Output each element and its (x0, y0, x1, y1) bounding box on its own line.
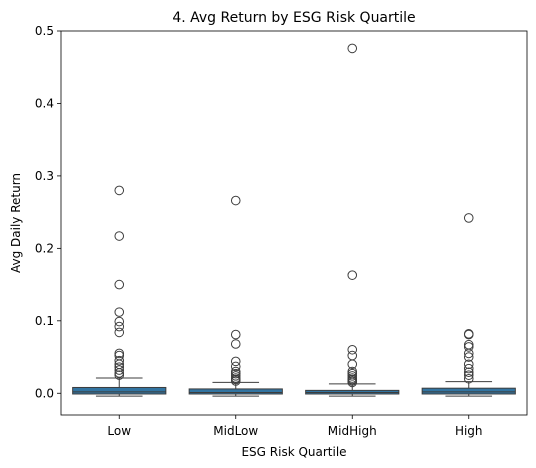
outlier-point (347, 270, 358, 280)
outlier-point (463, 213, 474, 223)
outlier-point (347, 43, 358, 54)
outlier-point (114, 231, 125, 241)
outlier-point (230, 368, 241, 379)
outlier-point (463, 373, 474, 384)
outlier-point (114, 368, 125, 378)
outlier-point (230, 366, 241, 377)
outlier-point (463, 370, 474, 380)
box-low (72, 185, 167, 397)
outlier-point (114, 348, 125, 359)
outlier-point (463, 359, 474, 370)
outlier-point (347, 366, 358, 377)
iqr-box (421, 387, 516, 395)
plot-area (60, 30, 528, 416)
y-tick-label: 0.1 (35, 314, 54, 328)
y-tick-label: 0.5 (35, 24, 54, 38)
outlier-point (114, 350, 125, 361)
iqr-box (188, 388, 283, 395)
outlier-point (463, 329, 474, 340)
outlier-point (463, 342, 474, 352)
outlier-point (230, 371, 241, 381)
outlier-point (114, 362, 125, 372)
box-midlow (188, 195, 283, 397)
x-tick-label: MidLow (213, 424, 258, 438)
outlier-point (230, 361, 241, 372)
y-axis: 0.0 0.1 0.2 0.3 0.4 0.5 (35, 24, 61, 400)
y-axis-label: Avg Daily Return (9, 173, 23, 273)
outlier-point (114, 185, 125, 196)
plot-frame (60, 30, 528, 416)
x-axis: Low MidLow MidHigh High (107, 415, 483, 438)
outlier-point (347, 377, 358, 388)
outlier-point (114, 355, 125, 366)
outlier-point (114, 307, 125, 317)
box-high (421, 213, 516, 397)
outlier-point (463, 339, 474, 350)
outlier-point (114, 365, 125, 375)
outlier-point (230, 356, 241, 367)
x-tick-label: Low (107, 424, 131, 438)
y-tick-label: 0.4 (35, 96, 54, 110)
outlier-point (347, 371, 358, 381)
outlier-point (114, 321, 125, 332)
outlier-point (114, 316, 125, 327)
outlier-point (347, 359, 358, 370)
chart-title: 4. Avg Return by ESG Risk Quartile (172, 10, 415, 26)
outlier-point (230, 329, 241, 340)
y-tick-label: 0.2 (35, 241, 54, 255)
outlier-point (463, 348, 474, 359)
outlier-point (114, 327, 125, 338)
outlier-point (347, 350, 358, 361)
y-tick-label: 0.0 (35, 386, 54, 400)
outlier-point (230, 195, 241, 206)
outlier-point (463, 363, 474, 374)
x-tick-label: MidHigh (328, 424, 377, 438)
box-midhigh (305, 43, 400, 397)
outlier-point (347, 344, 358, 355)
y-tick-label: 0.3 (35, 169, 54, 183)
iqr-box (72, 386, 167, 395)
x-axis-label: ESG Risk Quartile (241, 445, 346, 459)
outlier-point (230, 376, 241, 386)
outlier-point (463, 367, 474, 378)
outlier-point (463, 352, 474, 362)
outlier-point (114, 370, 125, 380)
x-tick-label: High (455, 424, 483, 438)
outlier-point (114, 279, 125, 290)
outlier-point (230, 339, 241, 349)
